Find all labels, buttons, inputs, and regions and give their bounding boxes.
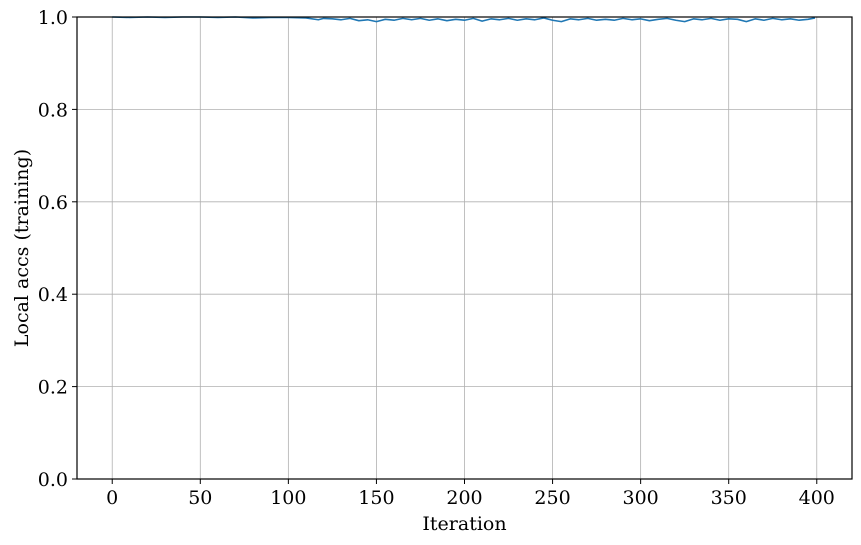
y-tick-label: 0.4 (38, 284, 68, 306)
y-tick-label: 0.8 (38, 99, 68, 121)
x-tick-label: 200 (446, 487, 482, 509)
y-axis-label: Local accs (training) (11, 149, 33, 347)
x-tick-label: 250 (534, 487, 570, 509)
grid (77, 16, 852, 480)
y-tick-label: 0.0 (38, 469, 68, 491)
series-line (112, 16, 816, 23)
x-tick-label: 50 (188, 487, 212, 509)
series-layer (112, 16, 816, 23)
x-tick-label: 100 (270, 487, 306, 509)
y-tick-label: 1.0 (38, 7, 68, 29)
x-tick-label: 150 (358, 487, 394, 509)
x-tick-label: 300 (623, 487, 659, 509)
x-tick-label: 0 (106, 487, 118, 509)
x-tick-label: 400 (799, 487, 835, 509)
x-tick-label: 350 (711, 487, 747, 509)
ticks: 0 50 100 150 200 250 300 350 400 0.0 0.2 0.4 0.6 0.8 1… (38, 7, 835, 509)
x-axis-label: Iteration (422, 513, 506, 535)
y-tick-label: 0.2 (38, 377, 68, 399)
y-tick-label: 0.6 (38, 192, 68, 214)
